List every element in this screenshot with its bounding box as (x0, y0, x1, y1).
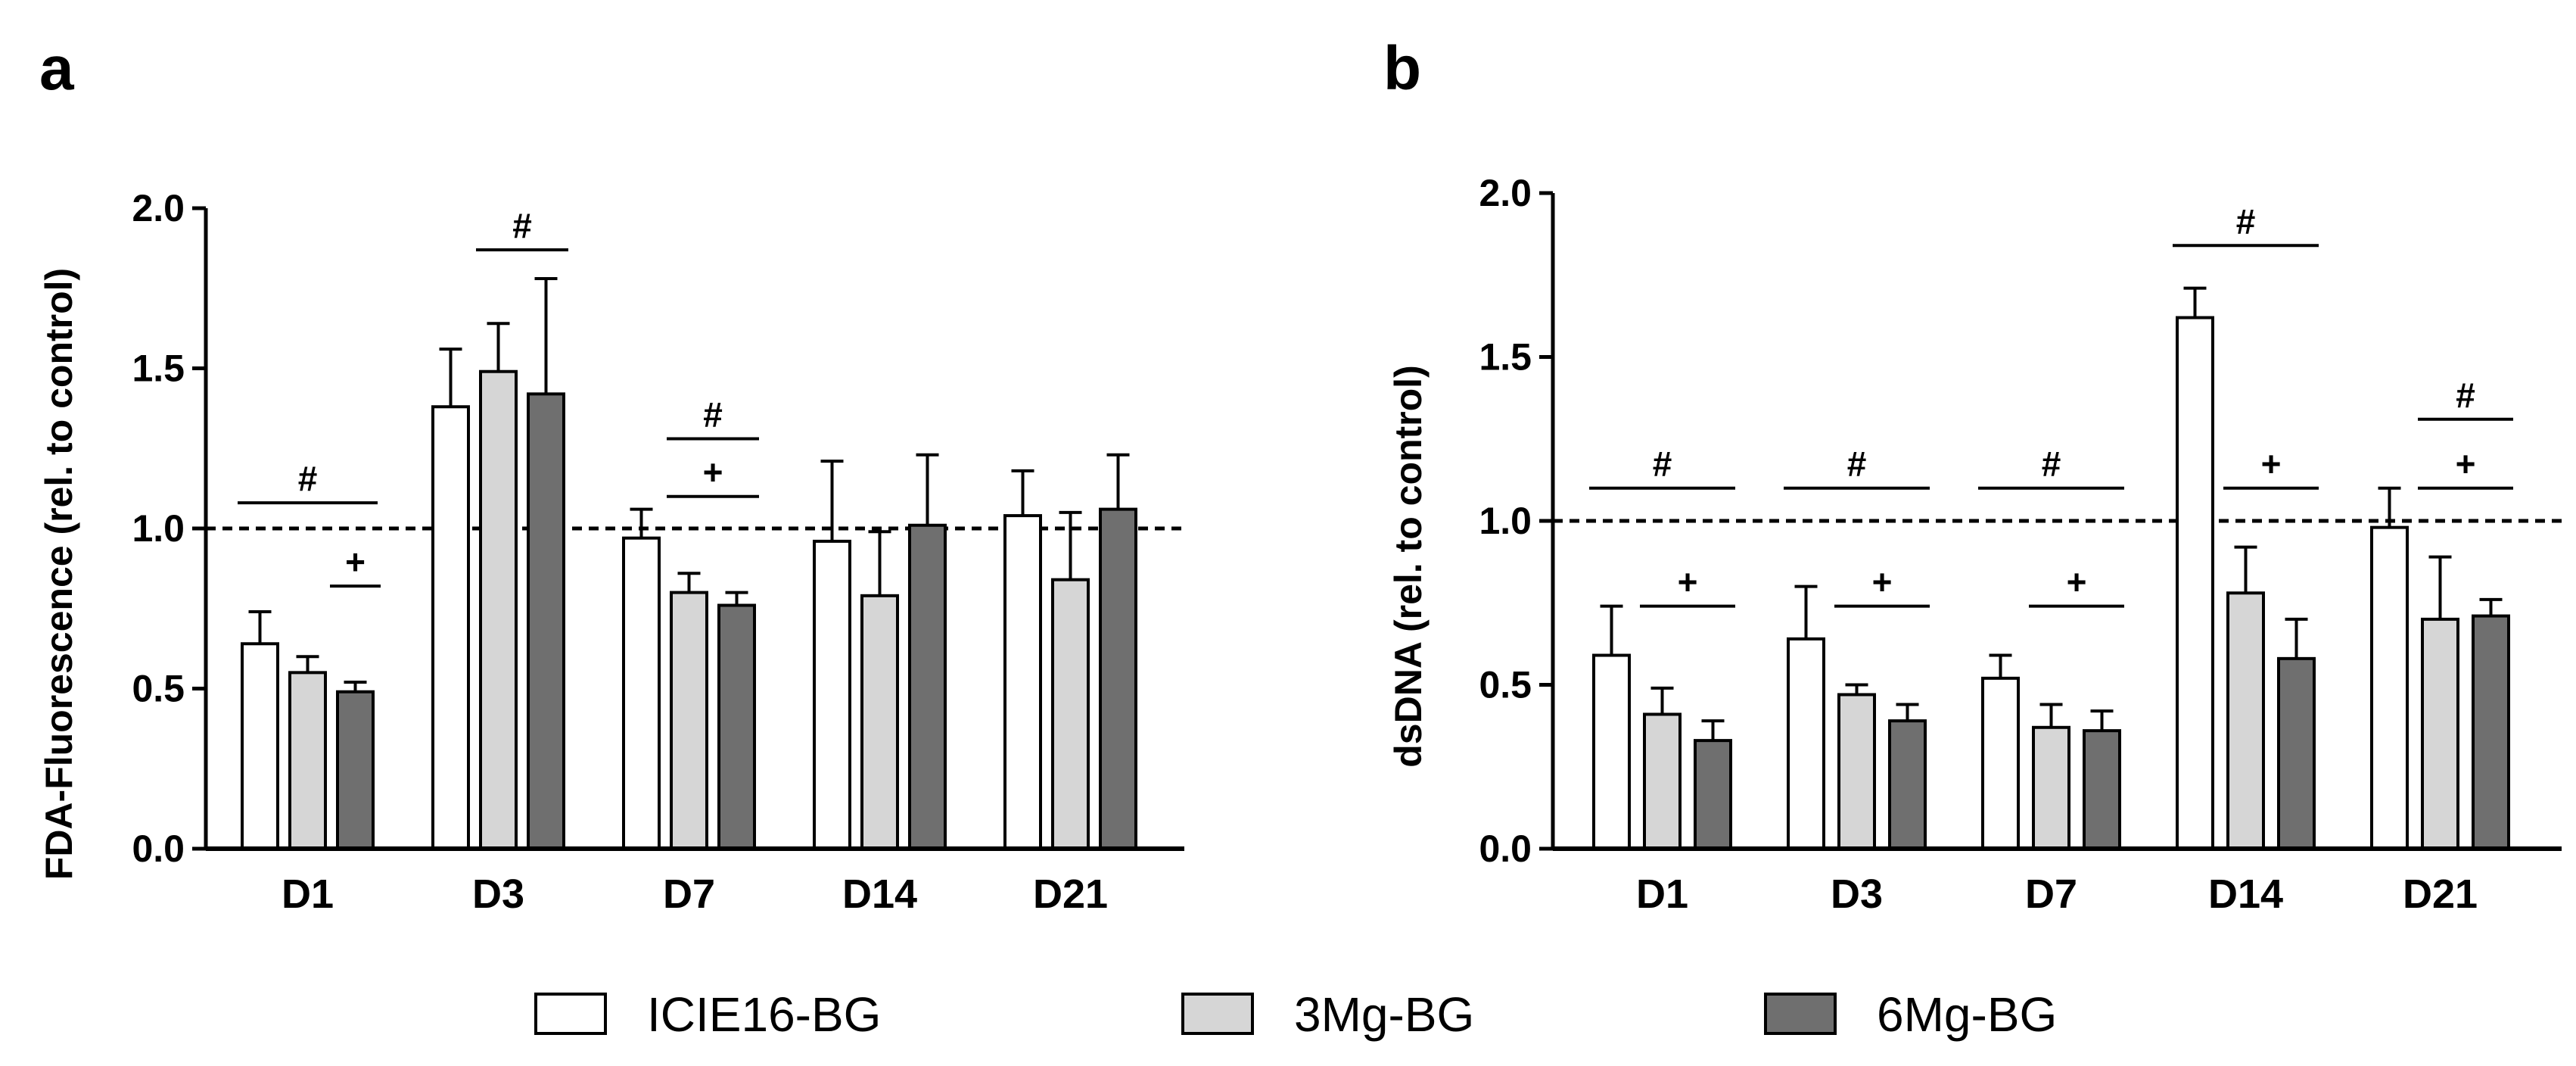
y-tick-label: 2.0 (1479, 172, 1532, 214)
significance-marker: # (1653, 444, 1672, 484)
y-tick-label: 0.5 (1479, 664, 1532, 706)
significance-marker: # (2456, 376, 2475, 415)
bar (717, 603, 756, 851)
bar (2226, 591, 2265, 850)
x-tick-label: D21 (1033, 871, 1108, 917)
bar (479, 369, 518, 851)
panel-a-letter: a (39, 34, 75, 103)
legend-swatch-icie16-bg (534, 993, 607, 1035)
bar (908, 523, 947, 851)
significance-marker: + (2067, 563, 2087, 602)
bar (1003, 514, 1042, 851)
bar (1888, 719, 1927, 850)
y-axis-label: FDA-Fluorescence (rel. to control) (38, 268, 80, 880)
bar (1099, 507, 1137, 850)
legend-swatch-6mg-bg (1764, 993, 1837, 1035)
significance-marker: + (703, 453, 723, 492)
bar (1981, 676, 2020, 851)
bar (2176, 316, 2214, 851)
legend-swatch-3mg-bg (1181, 993, 1254, 1035)
bar (1694, 739, 1732, 850)
y-tick-label: 1.5 (132, 348, 185, 390)
bar (431, 405, 470, 850)
bar (1051, 578, 1090, 850)
bar (2421, 617, 2459, 851)
y-tick-label: 0.0 (1479, 828, 1532, 870)
bar (527, 392, 565, 850)
legend-item-6mg-bg: 6Mg-BG (1764, 987, 2057, 1042)
bar (622, 536, 661, 850)
legend-label-icie16-bg: ICIE16-BG (647, 987, 881, 1042)
y-tick-label: 1.5 (1479, 336, 1532, 379)
x-tick-label: D7 (2025, 871, 2077, 917)
x-tick-label: D1 (1636, 871, 1688, 917)
x-tick-label: D3 (472, 871, 524, 917)
bar (2472, 614, 2510, 850)
panel-b-letter: b (1383, 34, 1421, 103)
significance-marker: # (703, 395, 723, 435)
y-tick-label: 0.5 (132, 668, 185, 710)
significance-marker: + (2456, 444, 2476, 484)
bar (288, 671, 327, 850)
significance-marker: # (2042, 444, 2061, 484)
bar (1787, 637, 1825, 850)
bar (860, 594, 899, 851)
y-tick-label: 1.0 (132, 507, 185, 550)
legend-label-3mg-bg: 3Mg-BG (1294, 987, 1474, 1042)
y-tick-label: 0.0 (132, 828, 185, 870)
significance-marker: + (1872, 563, 1893, 602)
significance-marker: + (345, 542, 366, 581)
bar (241, 642, 279, 851)
significance-marker: # (1847, 444, 1867, 484)
x-tick-label: D1 (282, 871, 334, 917)
legend-item-3mg-bg: 3Mg-BG (1181, 987, 1474, 1042)
legend-item-icie16-bg: ICIE16-BG (534, 987, 881, 1042)
x-tick-label: D3 (1831, 871, 1883, 917)
bar (336, 690, 375, 850)
bar (1643, 712, 1682, 850)
legend-label-6mg-bg: 6Mg-BG (1877, 987, 2057, 1042)
panel-b-chart: dsDNA (rel. to control) 0.0 0.5 1.0 1.5 2.0 D1… (1387, 172, 2562, 917)
bar (670, 591, 708, 850)
bar (2370, 525, 2409, 850)
panel-a-chart: FDA-Fluorescence (rel. to control) 0.0 0.5… (38, 187, 1184, 917)
legend: ICIE16-BG 3Mg-BG 6Mg-BG (534, 987, 2057, 1042)
significance-marker: # (512, 206, 532, 245)
bar (2032, 725, 2070, 850)
bar (2083, 729, 2121, 850)
x-tick-label: D7 (663, 871, 715, 917)
bar (2277, 656, 2316, 850)
x-tick-label: D21 (2403, 871, 2478, 917)
x-tick-label: D14 (2208, 871, 2283, 917)
y-tick-label: 1.0 (1479, 500, 1532, 542)
bar (1837, 693, 1876, 850)
significance-marker: # (298, 459, 318, 498)
y-axis-label: dsDNA (rel. to control) (1387, 365, 1430, 767)
significance-marker: + (2261, 444, 2282, 484)
bar (1592, 653, 1631, 851)
x-tick-label: D14 (842, 871, 917, 917)
significance-marker: + (1678, 563, 1698, 602)
significance-marker: # (2236, 201, 2256, 241)
bar (813, 539, 851, 850)
y-tick-label: 2.0 (132, 187, 185, 229)
